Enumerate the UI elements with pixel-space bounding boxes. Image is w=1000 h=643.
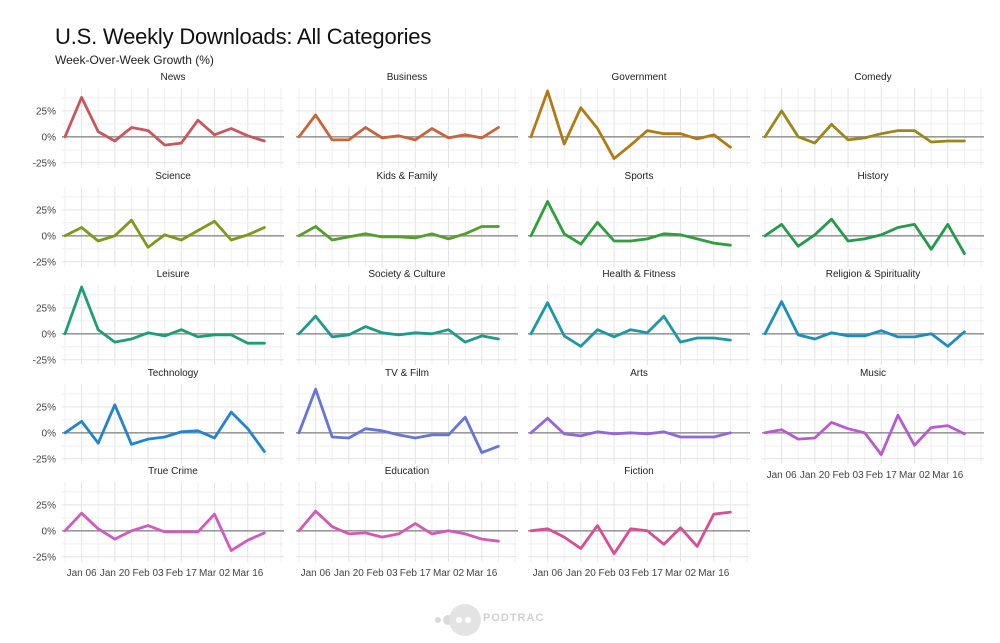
x-tick-label: Feb 03 — [833, 470, 865, 481]
x-tick-label: Feb 03 — [367, 568, 399, 579]
panel-health-and-fitness — [528, 285, 750, 365]
x-tick-label: Mar 02 — [899, 470, 931, 481]
panel-title-technology: Technology — [148, 368, 199, 379]
panel-science — [62, 187, 284, 267]
series-line-sports — [529, 200, 732, 247]
logo-text: PODTRAC — [483, 612, 545, 624]
y-tick-label: 0% — [42, 428, 57, 439]
x-tick-label: Mar 02 — [433, 568, 465, 579]
y-tick-label: 0% — [42, 526, 57, 537]
panel-title-sports: Sports — [625, 171, 654, 182]
x-tick-label: Jan 20 — [800, 470, 830, 481]
panel-true-crime — [62, 482, 284, 562]
x-tick-label: Jan 06 — [67, 568, 97, 579]
x-tick-label: Mar 02 — [199, 568, 231, 579]
panel-government — [528, 88, 750, 168]
y-tick-label: 25% — [36, 500, 56, 511]
x-tick-label: Feb 17 — [866, 470, 898, 481]
x-tick-label: Feb 17 — [632, 568, 664, 579]
x-tick-label: Mar 16 — [232, 568, 264, 579]
series-line-religion-and-spirituality — [763, 300, 966, 348]
x-tick-label: Mar 16 — [698, 568, 730, 579]
panel-title-government: Government — [611, 72, 666, 83]
panel-education — [296, 482, 518, 562]
series-line-technology — [63, 403, 266, 453]
panel-society-and-culture — [296, 285, 518, 365]
panel-title-history: History — [857, 171, 888, 182]
chart-title: U.S. Weekly Downloads: All Categories — [55, 24, 432, 49]
x-tick-label: Feb 17 — [400, 568, 432, 579]
panel-religion-and-spirituality — [762, 285, 984, 365]
series-line-government — [529, 89, 732, 161]
panel-title-society-and-culture: Society & Culture — [368, 269, 446, 280]
panel-title-leisure: Leisure — [157, 269, 190, 280]
series-line-comedy — [763, 109, 966, 145]
x-tick-label: Jan 20 — [334, 568, 364, 579]
y-tick-label: -25% — [33, 158, 56, 169]
x-tick-label: Feb 17 — [166, 568, 198, 579]
series-line-education — [297, 509, 500, 543]
y-tick-label: -25% — [33, 257, 56, 268]
y-tick-label: 25% — [36, 106, 56, 117]
series-line-science — [63, 218, 266, 249]
series-line-true-crime — [63, 511, 266, 552]
panel-title-education: Education — [385, 466, 429, 477]
x-tick-label: Jan 06 — [767, 470, 797, 481]
panel-music — [762, 384, 984, 464]
series-line-music — [763, 413, 966, 457]
panel-title-news: News — [160, 72, 185, 83]
panel-title-science: Science — [155, 171, 191, 182]
y-tick-label: -25% — [33, 454, 56, 465]
x-tick-label: Mar 16 — [466, 568, 498, 579]
panel-title-arts: Arts — [630, 368, 648, 379]
x-tick-label: Jan 20 — [566, 568, 596, 579]
chart-subtitle: Week-Over-Week Growth (%) — [55, 53, 214, 67]
series-line-arts — [529, 416, 732, 439]
panel-sports — [528, 187, 750, 267]
x-tick-label: Feb 03 — [133, 568, 165, 579]
panel-title-comedy: Comedy — [854, 72, 891, 83]
series-line-leisure — [63, 285, 266, 345]
y-tick-label: 25% — [36, 205, 56, 216]
x-tick-label: Feb 03 — [599, 568, 631, 579]
panel-fiction — [528, 482, 750, 562]
series-line-kids-and-family — [297, 225, 500, 242]
series-line-health-and-fitness — [529, 301, 732, 348]
panel-title-health-and-fitness: Health & Fitness — [602, 269, 675, 280]
panel-arts — [528, 384, 750, 464]
panel-leisure — [62, 285, 284, 365]
x-tick-label: Jan 20 — [100, 568, 130, 579]
series-line-fiction — [529, 510, 732, 556]
series-line-news — [63, 96, 266, 147]
x-tick-label: Jan 06 — [533, 568, 563, 579]
y-tick-label: 0% — [42, 231, 57, 242]
panel-technology — [62, 384, 284, 464]
series-line-tv-and-film — [297, 387, 500, 455]
series-line-business — [297, 113, 500, 142]
y-tick-label: -25% — [33, 355, 56, 366]
y-tick-label: 0% — [42, 329, 57, 340]
y-tick-label: 25% — [36, 303, 56, 314]
panel-news — [62, 88, 284, 168]
panel-comedy — [762, 88, 984, 168]
y-tick-label: 0% — [42, 132, 57, 143]
x-tick-label: Mar 02 — [665, 568, 697, 579]
x-tick-label: Jan 06 — [301, 568, 331, 579]
panel-title-tv-and-film: TV & Film — [385, 368, 429, 379]
panel-title-business: Business — [387, 72, 428, 83]
podtrac-logo-icon — [435, 604, 481, 636]
panel-title-religion-and-spirituality: Religion & Spirituality — [826, 269, 921, 280]
panel-title-true-crime: True Crime — [148, 466, 198, 477]
x-tick-label: Mar 16 — [932, 470, 964, 481]
y-tick-label: 25% — [36, 402, 56, 413]
panel-business — [296, 88, 518, 168]
panel-title-fiction: Fiction — [624, 466, 653, 477]
series-line-history — [763, 217, 966, 255]
series-line-society-and-culture — [297, 314, 500, 344]
panel-title-music: Music — [860, 368, 886, 379]
panel-title-kids-and-family: Kids & Family — [376, 171, 437, 182]
y-tick-label: -25% — [33, 552, 56, 563]
